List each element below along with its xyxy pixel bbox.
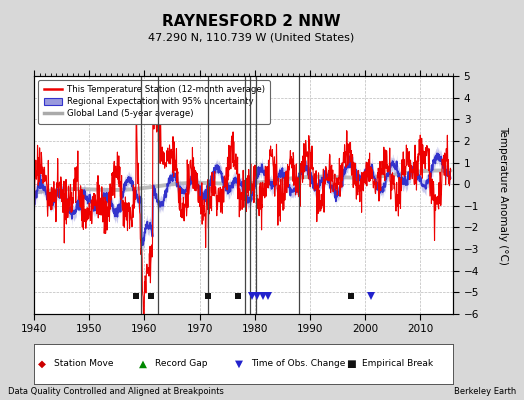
Legend: This Temperature Station (12-month average), Regional Expectation with 95% uncer: This Temperature Station (12-month avera… [38,80,270,124]
Text: ▼: ▼ [235,359,243,369]
Text: 47.290 N, 110.739 W (United States): 47.290 N, 110.739 W (United States) [148,32,355,42]
Text: ■: ■ [346,359,356,369]
Text: Time of Obs. Change: Time of Obs. Change [251,360,346,368]
Text: Data Quality Controlled and Aligned at Breakpoints: Data Quality Controlled and Aligned at B… [8,387,224,396]
Text: Record Gap: Record Gap [155,360,208,368]
Text: ◆: ◆ [38,359,46,369]
Text: Berkeley Earth: Berkeley Earth [454,387,516,396]
Text: Empirical Break: Empirical Break [362,360,433,368]
Text: Station Move: Station Move [54,360,114,368]
Y-axis label: Temperature Anomaly (°C): Temperature Anomaly (°C) [498,126,508,264]
Text: RAYNESFORD 2 NNW: RAYNESFORD 2 NNW [162,14,341,29]
Text: ▲: ▲ [139,359,147,369]
